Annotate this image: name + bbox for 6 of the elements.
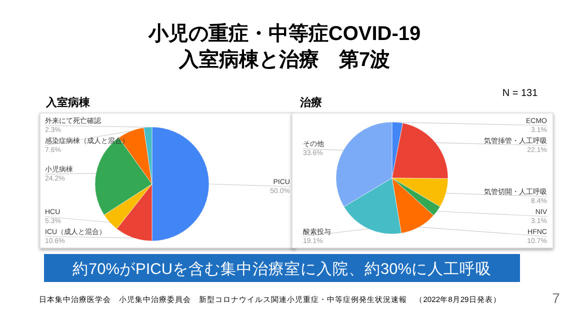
text: 7 <box>552 290 560 306</box>
text: 小児の重症・中等症COVID-19 入室病棟と治療 第7波 <box>147 22 421 71</box>
chart-title: 入室病棟 <box>45 96 91 109</box>
text: N = 131 <box>502 88 538 99</box>
text: 約70%がPICUを含む集中治療室に入院、約30%に人工呼吸 <box>72 260 492 278</box>
chart-title: 治療 <box>299 96 322 109</box>
